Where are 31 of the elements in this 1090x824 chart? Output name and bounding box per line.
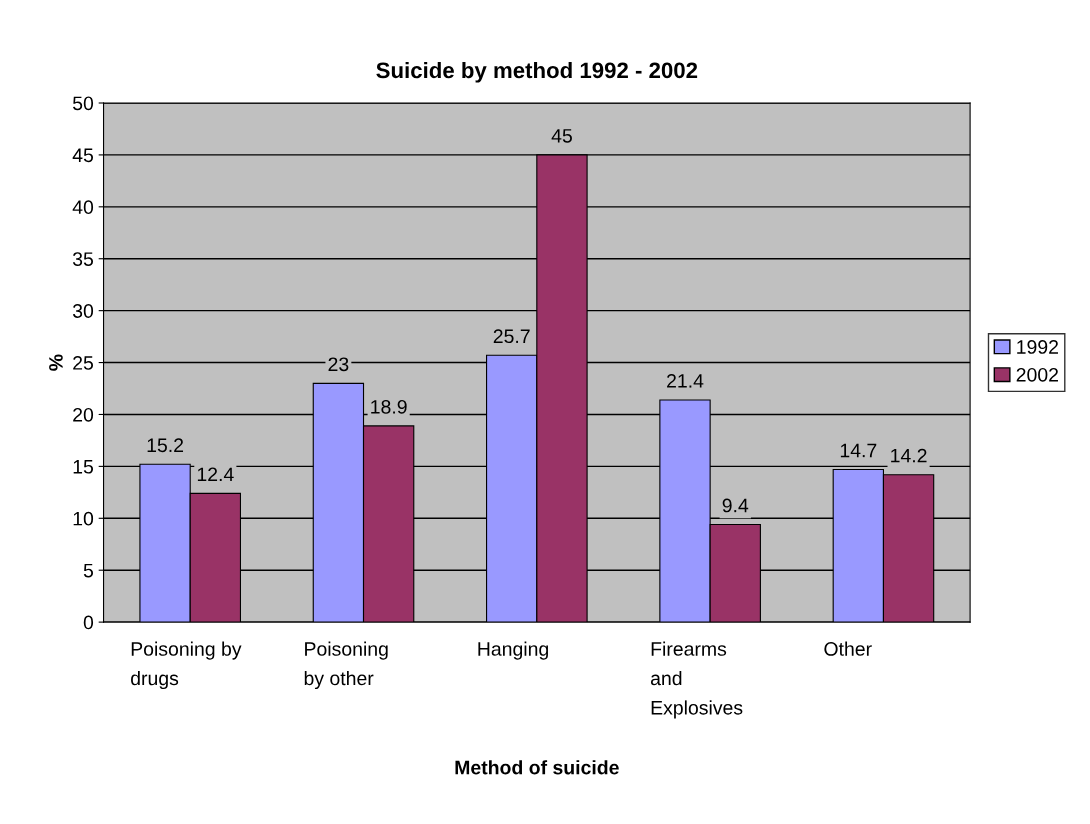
y-tick-label: 30: [72, 304, 94, 318]
y-tick-label: 15: [73, 460, 94, 474]
x-tick-label: Hanging: [478, 641, 548, 660]
data-label: 23: [328, 357, 349, 372]
data-label: 12.4: [197, 467, 234, 482]
data-label: 14.2: [891, 448, 927, 463]
y-axis-title: %: [49, 354, 63, 371]
y-tick-label: 50: [72, 96, 94, 111]
x-tick-label: Other: [824, 641, 872, 656]
chart-title: Suicide by method 1992 - 2002: [376, 61, 698, 83]
data-label: 9.4: [722, 498, 749, 513]
y-tick-label: 10: [73, 511, 94, 526]
y-tick-label: 40: [72, 200, 94, 215]
data-label: 21.4: [667, 373, 704, 388]
y-tick-label: 20: [73, 407, 94, 422]
data-label: 14.7: [840, 443, 877, 458]
y-tick-label: 25: [73, 356, 94, 370]
x-tick-label: Poisoning by drugs: [131, 641, 242, 690]
x-tick-label: Poisoning by other: [304, 641, 388, 690]
x-tick-label: Firearms and Explosives: [650, 641, 743, 719]
y-tick-label: 45: [72, 148, 94, 163]
data-label: 45: [551, 129, 572, 143]
y-tick-label: 35: [72, 252, 94, 266]
x-axis-title: Method of suicide: [455, 760, 619, 775]
data-label: 15.2: [147, 438, 184, 453]
data-label: 18.9: [371, 399, 407, 414]
legend-label: 2002: [1016, 367, 1058, 382]
y-tick-label: 5: [83, 563, 94, 578]
y-tick-label: 0: [83, 615, 94, 630]
data-label: 25.7: [493, 329, 530, 344]
legend-label: 1992: [1017, 340, 1058, 354]
